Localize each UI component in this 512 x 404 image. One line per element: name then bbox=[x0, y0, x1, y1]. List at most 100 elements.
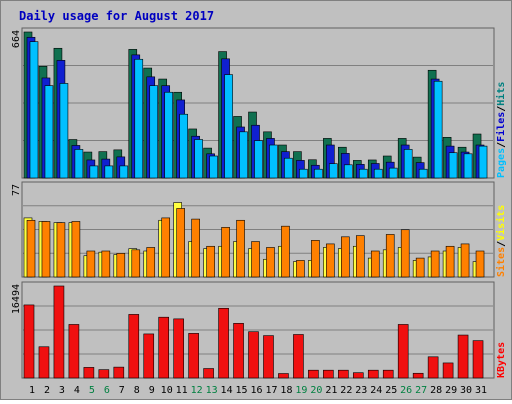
x-tick-label: 4 bbox=[74, 385, 80, 396]
bar-visits-sites-day-4 bbox=[71, 221, 81, 278]
bar-visits-sites-day-8 bbox=[131, 249, 141, 278]
bar-hits-pages-day-8 bbox=[134, 58, 144, 179]
x-tick-label: 10 bbox=[161, 385, 173, 396]
bar-hits-pages-day-14 bbox=[224, 74, 233, 179]
x-tick-label: 16 bbox=[250, 385, 262, 396]
bar-hits-pages-day-13 bbox=[209, 155, 218, 179]
bar-hits-pages-day-10 bbox=[164, 91, 174, 179]
x-tick-label: 7 bbox=[119, 385, 125, 396]
bar-visits-sites-day-14 bbox=[221, 227, 230, 278]
bar-kbytes-kbytes-day-28 bbox=[427, 356, 439, 379]
bar-visits-sites-day-13 bbox=[206, 245, 215, 278]
bar-kbytes-kbytes-day-6 bbox=[98, 369, 110, 379]
bar-visits-sites-day-23 bbox=[355, 235, 365, 278]
bar-hits-pages-day-16 bbox=[254, 140, 263, 179]
panel-hits-legend-label: Pages/Files/Hits bbox=[495, 82, 507, 178]
bar-hits-pages-day-24 bbox=[373, 168, 383, 179]
bar-visits-sites-day-29 bbox=[445, 245, 455, 278]
bar-kbytes-kbytes-day-11 bbox=[173, 318, 184, 379]
bar-kbytes-kbytes-day-2 bbox=[38, 346, 50, 379]
bar-kbytes-kbytes-day-9 bbox=[143, 333, 155, 379]
panel-visits: 77 Sites/Visits bbox=[11, 181, 507, 278]
bar-kbytes-kbytes-day-26 bbox=[397, 324, 409, 379]
panel-visits-max-label: 77 bbox=[11, 184, 22, 196]
x-tick-label: 30 bbox=[460, 385, 472, 396]
x-tick-label: 9 bbox=[149, 385, 155, 396]
chart-title: Daily usage for August 2017 bbox=[19, 9, 214, 23]
bar-hits-pages-day-19 bbox=[299, 168, 308, 179]
bar-kbytes-kbytes-day-12 bbox=[188, 333, 199, 379]
legend-part: Hits bbox=[495, 82, 507, 106]
bar-hits-pages-day-15 bbox=[239, 131, 248, 179]
legend-part: Pages bbox=[496, 148, 507, 178]
x-tick-label: 25 bbox=[385, 385, 397, 396]
x-tick-label: 23 bbox=[355, 385, 367, 396]
bar-kbytes-kbytes-day-25 bbox=[382, 369, 394, 379]
bar-visits-sites-day-22 bbox=[341, 236, 350, 278]
bar-visits-sites-day-16 bbox=[251, 241, 260, 278]
bar-hits-pages-day-29 bbox=[448, 152, 458, 179]
legend-part: Sites bbox=[495, 247, 507, 277]
bar-hits-pages-day-11 bbox=[179, 113, 188, 179]
x-tick-label: 18 bbox=[280, 385, 292, 396]
x-tick-label: 28 bbox=[430, 385, 442, 396]
bar-visits-sites-day-2 bbox=[41, 221, 51, 278]
x-tick-label: 11 bbox=[176, 385, 188, 396]
bar-kbytes-kbytes-day-13 bbox=[203, 368, 214, 379]
bar-hits-pages-day-1 bbox=[29, 41, 39, 179]
legend-part: KBytes bbox=[496, 342, 507, 378]
legend-part: Files bbox=[495, 112, 507, 142]
bar-hits-pages-day-3 bbox=[59, 83, 69, 179]
bar-kbytes-kbytes-day-3 bbox=[53, 285, 65, 379]
bar-visits-sites-day-28 bbox=[430, 250, 440, 278]
bar-visits-sites-day-26 bbox=[400, 229, 410, 278]
x-tick-label: 14 bbox=[221, 385, 233, 396]
bar-kbytes-kbytes-day-10 bbox=[158, 316, 170, 379]
bar-visits-sites-day-9 bbox=[146, 247, 156, 278]
panel-kbytes-max-label: 16494 bbox=[11, 284, 22, 314]
bar-hits-pages-day-30 bbox=[463, 153, 473, 179]
x-tick-label: 26 bbox=[400, 385, 412, 396]
bar-kbytes-kbytes-day-1 bbox=[23, 304, 35, 379]
x-tick-label: 19 bbox=[295, 385, 307, 396]
x-tick-label: 20 bbox=[310, 385, 322, 396]
bar-visits-sites-day-18 bbox=[281, 225, 290, 278]
bar-visits-sites-day-6 bbox=[101, 250, 111, 278]
panel-kbytes-legend-label: KBytes bbox=[496, 342, 507, 378]
bar-visits-sites-day-31 bbox=[475, 250, 485, 278]
bar-kbytes-kbytes-day-5 bbox=[83, 367, 95, 379]
bar-hits-pages-day-31 bbox=[478, 145, 488, 179]
bar-visits-sites-day-17 bbox=[266, 247, 275, 278]
bar-hits-pages-day-23 bbox=[358, 168, 368, 179]
bar-visits-sites-day-20 bbox=[311, 240, 320, 278]
bar-kbytes-kbytes-day-14 bbox=[218, 307, 229, 379]
bar-visits-sites-day-25 bbox=[385, 234, 395, 278]
bar-hits-pages-day-22 bbox=[344, 164, 353, 179]
bar-visits-sites-day-11 bbox=[176, 208, 185, 278]
bar-visits-sites-day-12 bbox=[191, 218, 200, 278]
bar-kbytes-kbytes-day-17 bbox=[263, 335, 274, 379]
bar-visits-sites-day-7 bbox=[116, 253, 126, 278]
bar-kbytes-kbytes-day-27 bbox=[412, 372, 424, 379]
bar-hits-pages-day-17 bbox=[269, 144, 278, 179]
bar-kbytes-kbytes-day-8 bbox=[128, 314, 140, 379]
panel-hits-max-label: 664 bbox=[11, 30, 22, 48]
bar-hits-pages-day-4 bbox=[74, 149, 84, 179]
bar-hits-pages-day-26 bbox=[403, 149, 413, 179]
legend-part: / bbox=[496, 142, 507, 148]
bar-kbytes-kbytes-day-23 bbox=[352, 372, 364, 379]
bar-kbytes-kbytes-day-29 bbox=[442, 362, 454, 379]
bar-kbytes-kbytes-day-16 bbox=[248, 331, 259, 379]
bar-hits-pages-day-21 bbox=[329, 163, 338, 179]
x-tick-label: 22 bbox=[340, 385, 352, 396]
bar-hits-pages-day-2 bbox=[44, 85, 54, 179]
bar-kbytes-kbytes-day-22 bbox=[338, 369, 349, 379]
bar-hits-pages-day-18 bbox=[284, 157, 293, 179]
bar-hits-pages-day-9 bbox=[149, 85, 159, 179]
x-tick-label: 24 bbox=[370, 385, 382, 396]
x-tick-label: 2 bbox=[44, 385, 50, 396]
bar-kbytes-kbytes-day-7 bbox=[113, 366, 125, 379]
bar-visits-sites-day-15 bbox=[236, 219, 245, 278]
